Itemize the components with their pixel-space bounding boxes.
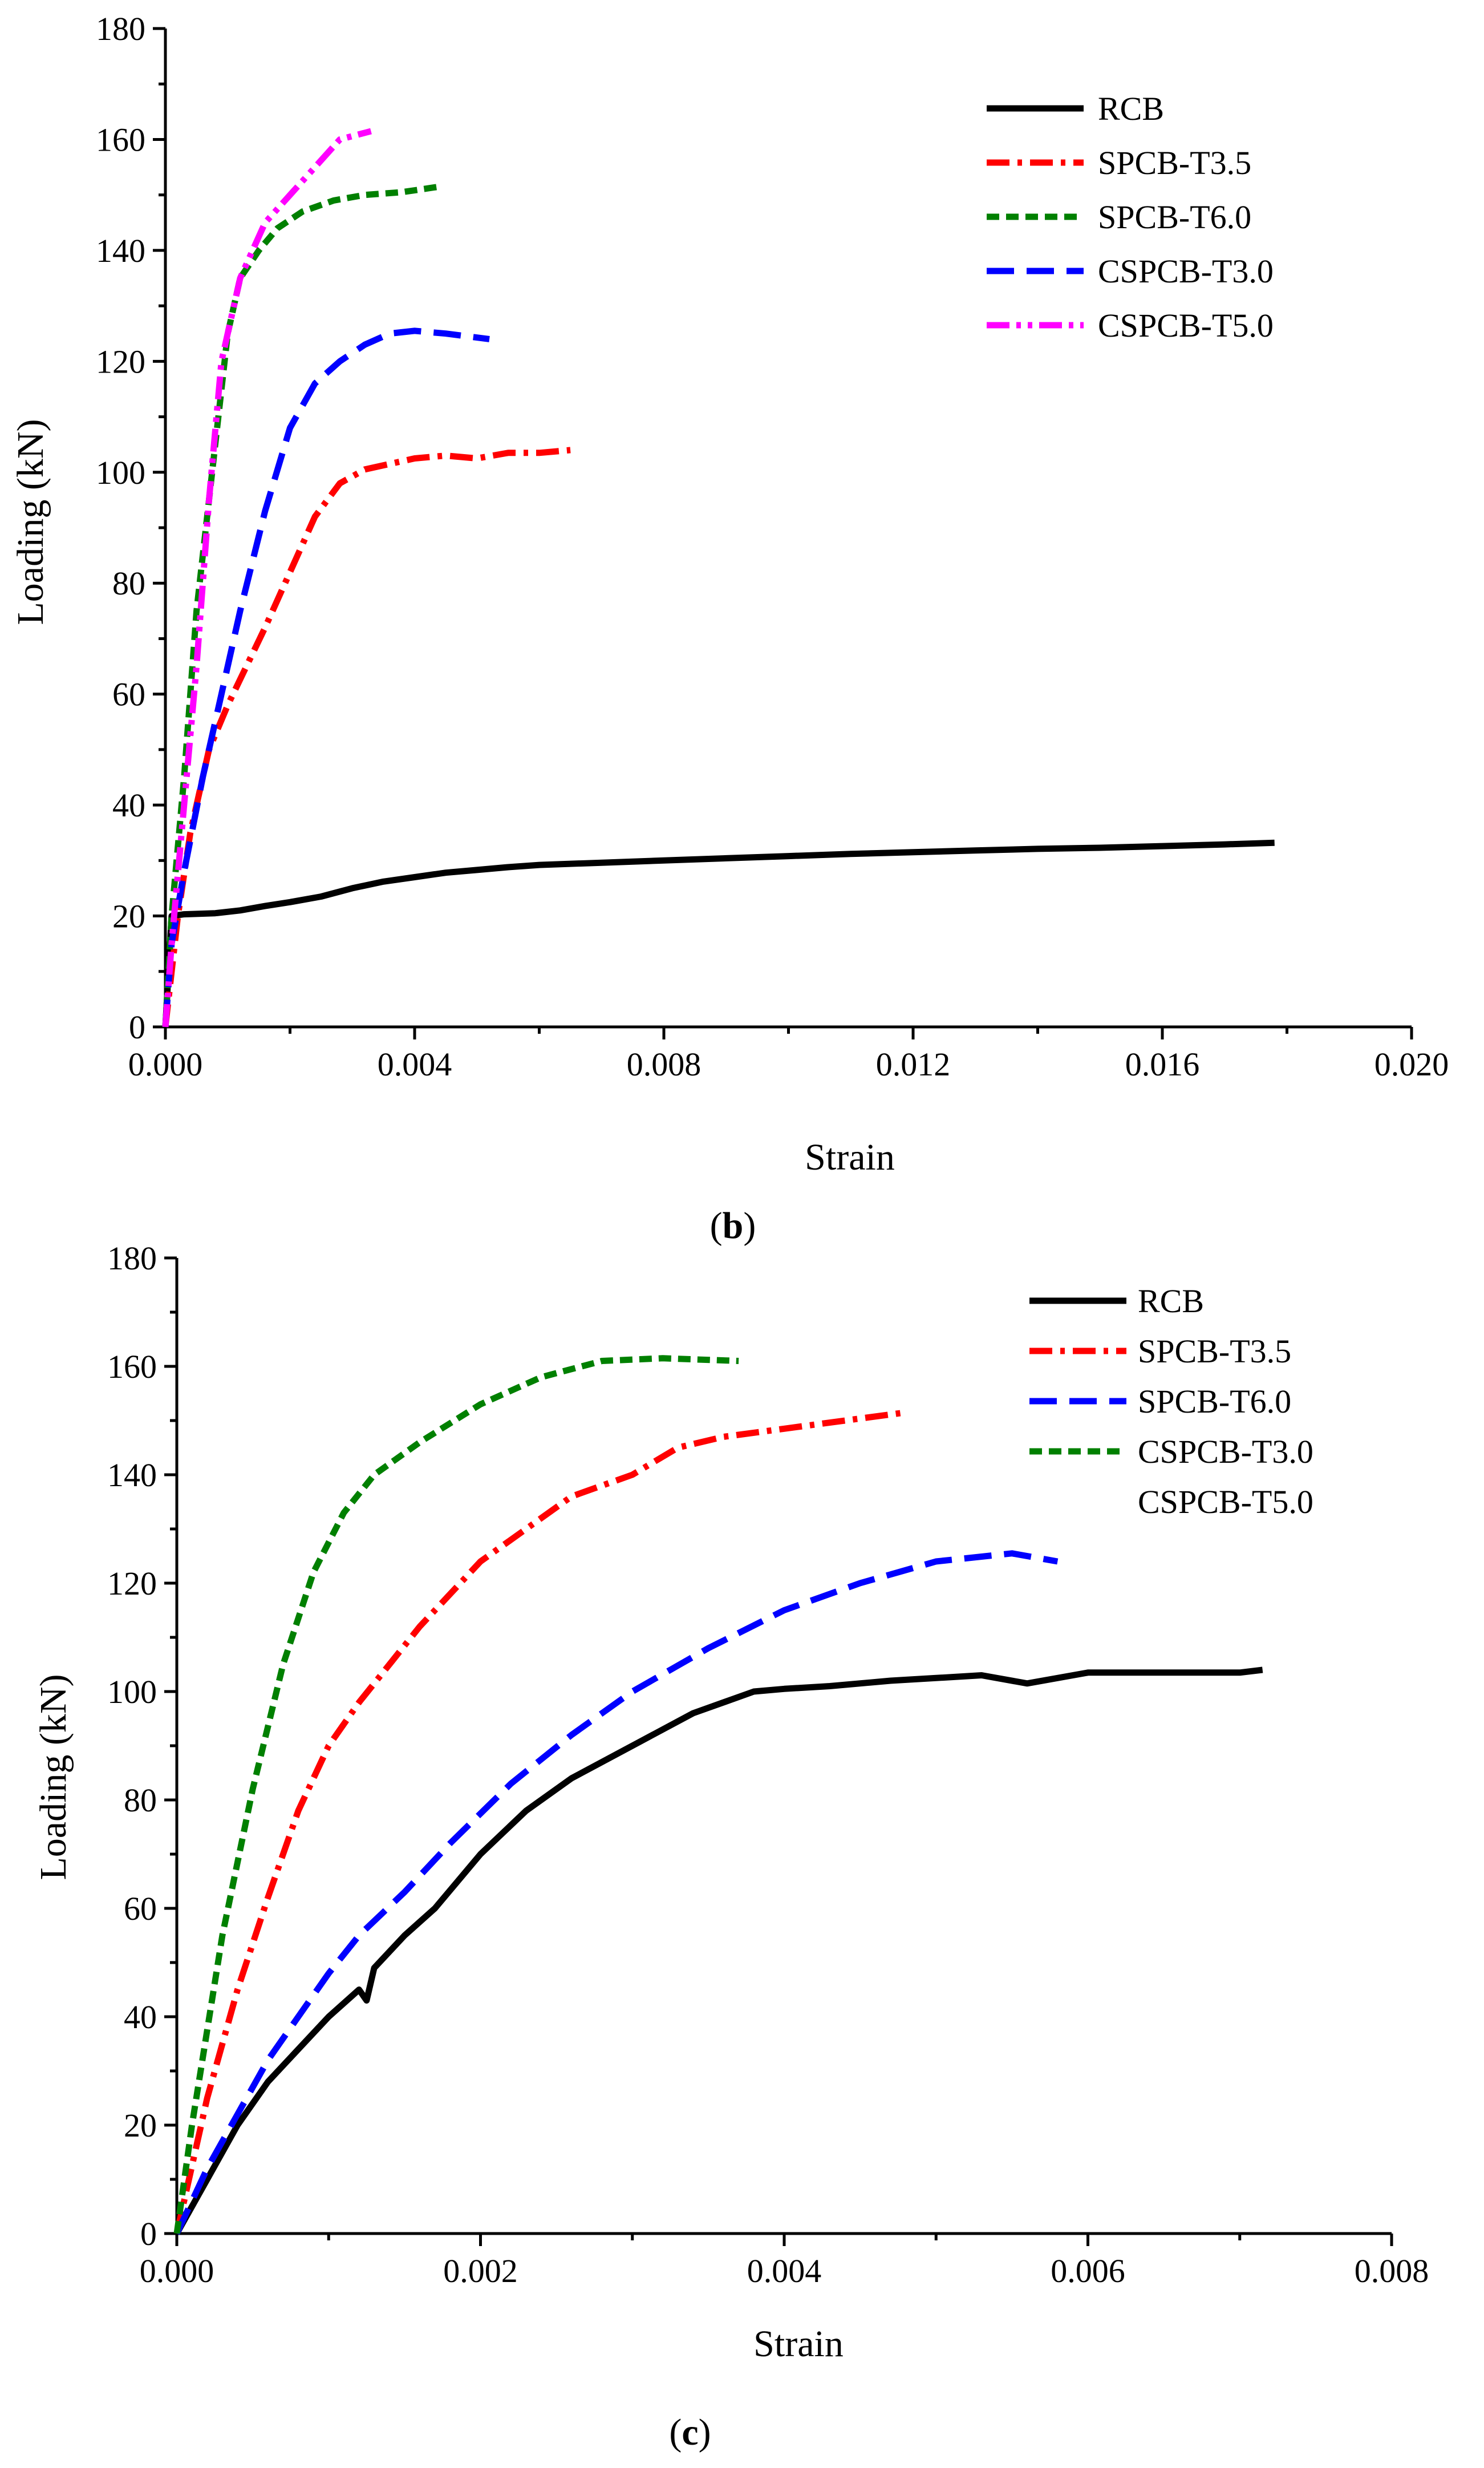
chart-b-y-tick-label: 20	[112, 898, 145, 935]
chart-b-series-cspcb-t5-0	[162, 128, 372, 1027]
chart-b-x-tick-label: 0.004	[378, 1046, 452, 1083]
chart-b-ylabel: Loading (kN)	[10, 419, 51, 625]
chart-b-series-spcb-t3-5	[162, 447, 571, 1027]
chart-b-series-cspcb-t3-0	[162, 327, 490, 1027]
chart-b-y-tick-label: 60	[112, 676, 145, 713]
chart-c-panel-label-letter: c	[682, 2412, 698, 2453]
chart-c-y-tick-label: 160	[107, 1348, 157, 1385]
chart-c-y-tick-label: 140	[107, 1456, 157, 1494]
chart-c-y-tick-label: 100	[107, 1673, 157, 1710]
chart-c-y-tick-label: 20	[124, 2107, 157, 2144]
chart-b-legend-label: RCB	[1098, 90, 1164, 127]
chart-b-y-tick-label: 180	[96, 10, 145, 47]
chart-c-legend-label: CSPCB-T3.0	[1138, 1433, 1313, 1470]
chart-b-grid-axes: 0 20 40 60 80 100 120 140 160 180 0.000 0.004 0.008 0…	[96, 10, 1449, 1083]
chart-b-y-tick-label: 100	[96, 454, 145, 491]
chart-c-legend-label: RCB	[1138, 1282, 1204, 1320]
chart-b-y-tick-label: 0	[129, 1009, 145, 1046]
chart-b-y-tick-label: 40	[112, 787, 145, 824]
chart-c-y-tick-label: 120	[107, 1565, 157, 1602]
chart-c-x-tick-label: 0.000	[140, 2252, 214, 2289]
chart-b-y-tick-label: 120	[96, 343, 145, 380]
chart-panel-c: 0 20 40 60 80 100 120 140 160 180 0.000 0.002 0.004 0…	[33, 1240, 1429, 2453]
chart-b-y-tick-label: 160	[96, 121, 145, 158]
chart-c-series-spcb-t3-5	[173, 1409, 906, 2235]
chart-b-legend-label: CSPCB-T5.0	[1098, 307, 1274, 344]
chart-b-panel-label-close: )	[743, 1205, 756, 1247]
chart-c-xlabel: Strain	[753, 2323, 844, 2365]
chart-panel-b: 0 20 40 60 80 100 120 140 160 180 0.000 0.004 0.008 0…	[10, 10, 1449, 1247]
chart-b-series-rcb	[162, 839, 1275, 1027]
chart-b-panel-label-letter: b	[723, 1205, 744, 1247]
chart-b-legend-label: CSPCB-T3.0	[1098, 253, 1274, 290]
chart-c-series	[173, 1355, 1263, 2235]
chart-c-y-tick-label: 80	[124, 1782, 157, 1819]
chart-c-y-tick-label: 0	[140, 2215, 157, 2252]
chart-c-series-cspcb-t3-0	[173, 1355, 739, 2234]
chart-c-x-tick-label: 0.006	[1051, 2252, 1125, 2289]
chart-c-legend: RCB SPCB-T3.5 SPCB-T6.0 CSPCB-T3.0 CSPCB-T5.…	[1029, 1282, 1313, 1520]
chart-c-x-tick-label: 0.004	[747, 2252, 822, 2289]
chart-c-grid-axes: 0 20 40 60 80 100 120 140 160 180 0.000 0.002 0.004 0…	[107, 1240, 1429, 2289]
chart-b-legend: RCB SPCB-T3.5 SPCB-T6.0 CSPCB-T3.0 CSPCB-T5.…	[987, 90, 1274, 344]
chart-c-panel-label-close: )	[699, 2412, 711, 2453]
chart-c-series-rcb	[174, 1666, 1263, 2235]
chart-c-legend-label: CSPCB-T5.0	[1138, 1483, 1313, 1520]
chart-c-y-tick-label: 40	[124, 1998, 157, 2036]
chart-c-y-tick-label: 60	[124, 1890, 157, 1927]
chart-b-x-tick-label: 0.016	[1125, 1046, 1200, 1083]
chart-b-xlabel: Strain	[805, 1136, 895, 1178]
chart-c-panel-label: (c)	[669, 2412, 711, 2453]
chart-c-legend-label: SPCB-T6.0	[1138, 1383, 1291, 1420]
chart-b-x-tick-label: 0.000	[128, 1046, 203, 1083]
chart-c-y-tick-label: 180	[107, 1240, 157, 1277]
chart-c-legend-label: SPCB-T3.5	[1138, 1333, 1291, 1370]
chart-b-y-tick-label: 80	[112, 565, 145, 602]
chart-c-x-tick-label: 0.008	[1355, 2252, 1429, 2289]
chart-b-series	[162, 128, 1275, 1027]
chart-c-panel-label-open: (	[669, 2412, 682, 2453]
chart-b-legend-label: SPCB-T3.5	[1098, 144, 1251, 181]
chart-b-x-tick-label: 0.012	[876, 1046, 951, 1083]
chart-b-x-tick-label: 0.020	[1374, 1046, 1449, 1083]
chart-c-series-spcb-t6-0	[174, 1550, 1059, 2235]
chart-b-legend-label: SPCB-T6.0	[1098, 199, 1251, 236]
chart-b-panel-label-open: (	[710, 1205, 723, 1247]
chart-b-y-tick-label: 140	[96, 232, 145, 269]
chart-b-x-tick-label: 0.008	[627, 1046, 702, 1083]
chart-c-x-tick-label: 0.002	[443, 2252, 518, 2289]
chart-c-ylabel: Loading (kN)	[33, 1674, 74, 1880]
chart-b-panel-label: (b)	[710, 1205, 756, 1247]
